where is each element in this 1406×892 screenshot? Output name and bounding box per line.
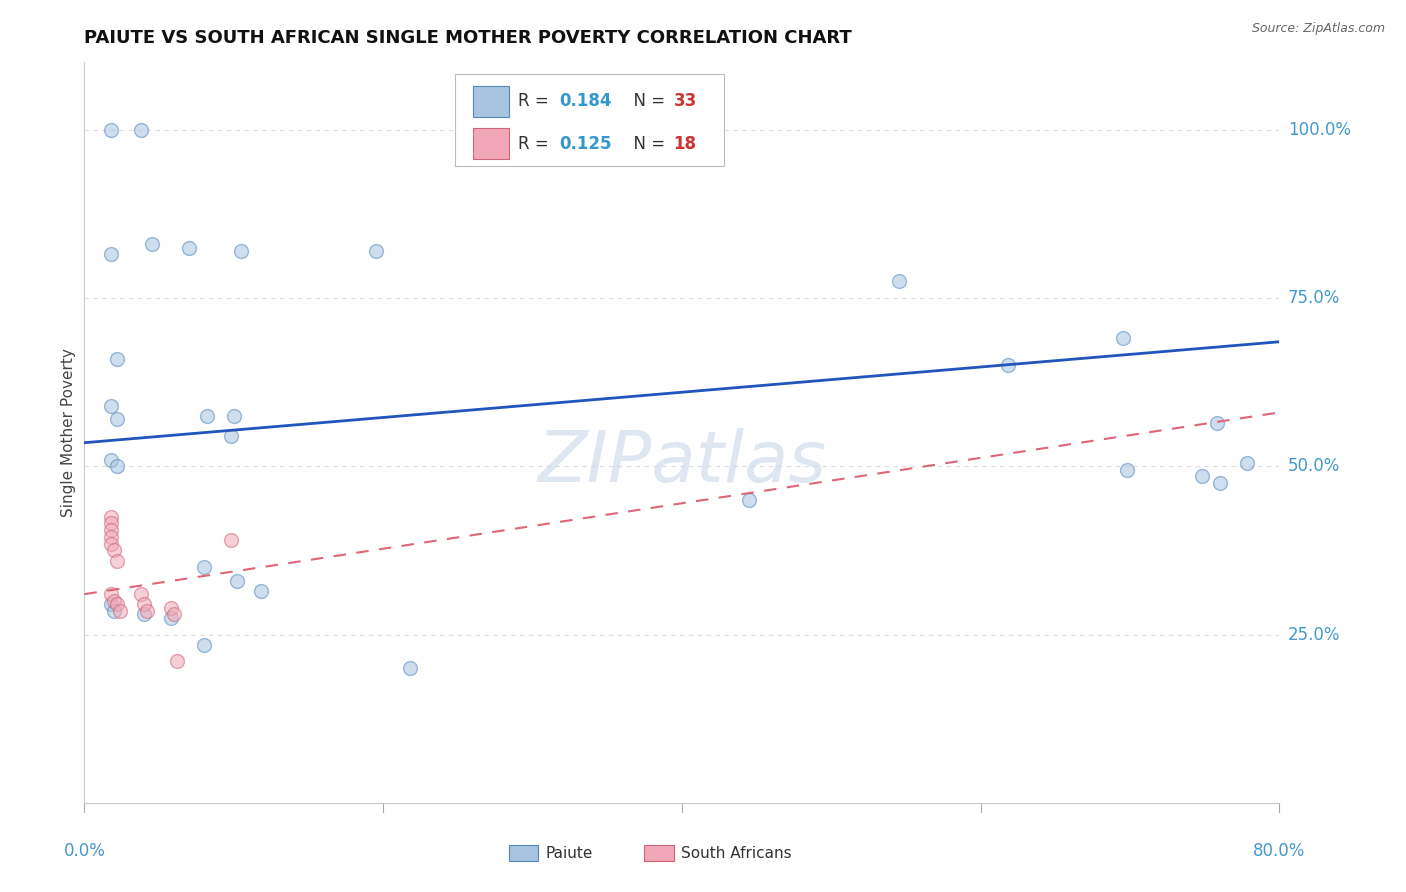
Text: 0.184: 0.184 xyxy=(558,92,612,110)
Point xyxy=(1236,456,1258,470)
Point xyxy=(100,509,122,524)
Text: N =: N = xyxy=(623,92,671,110)
Point xyxy=(129,122,152,136)
Point xyxy=(160,610,183,624)
Text: 25.0%: 25.0% xyxy=(1288,625,1340,643)
Point xyxy=(132,597,156,611)
Point xyxy=(1111,331,1133,345)
Text: 80.0%: 80.0% xyxy=(1253,842,1306,860)
Bar xyxy=(472,86,509,117)
Point xyxy=(1209,476,1232,491)
Point xyxy=(105,597,128,611)
Point xyxy=(1205,416,1227,430)
Text: 75.0%: 75.0% xyxy=(1288,289,1340,307)
Point xyxy=(219,429,242,443)
Point xyxy=(103,594,125,608)
Point xyxy=(136,604,159,618)
Point xyxy=(160,600,183,615)
Point xyxy=(177,241,200,255)
Point xyxy=(231,244,253,258)
Text: R =: R = xyxy=(519,135,554,153)
Text: N =: N = xyxy=(623,135,671,153)
Text: 100.0%: 100.0% xyxy=(1288,120,1351,139)
Bar xyxy=(509,845,538,862)
Point xyxy=(738,492,761,507)
Point xyxy=(100,452,122,467)
Point xyxy=(193,638,215,652)
Point xyxy=(100,516,122,531)
Text: 33: 33 xyxy=(673,92,697,110)
Point xyxy=(1191,469,1213,483)
Point xyxy=(195,409,218,423)
Point xyxy=(100,587,122,601)
Text: ZIPatlas: ZIPatlas xyxy=(537,428,827,497)
Point xyxy=(222,409,245,423)
Point xyxy=(103,604,125,618)
Point xyxy=(225,574,247,588)
Point xyxy=(399,661,422,675)
Point xyxy=(105,412,128,426)
Point xyxy=(1116,462,1139,476)
Point xyxy=(103,543,125,558)
Point xyxy=(163,607,186,622)
Point xyxy=(110,604,132,618)
Point xyxy=(132,607,156,622)
Point xyxy=(129,587,152,601)
Point xyxy=(100,247,122,261)
Bar xyxy=(644,845,673,862)
Text: Source: ZipAtlas.com: Source: ZipAtlas.com xyxy=(1251,22,1385,36)
Point xyxy=(100,399,122,413)
Point xyxy=(100,530,122,544)
FancyBboxPatch shape xyxy=(456,73,724,166)
Point xyxy=(100,122,122,136)
Point xyxy=(105,553,128,567)
Point xyxy=(105,459,128,474)
Text: 50.0%: 50.0% xyxy=(1288,458,1340,475)
Text: South Africans: South Africans xyxy=(681,846,792,861)
Point xyxy=(249,583,271,598)
Point xyxy=(219,533,242,548)
Point xyxy=(364,244,387,258)
Text: 18: 18 xyxy=(673,135,696,153)
Text: Paiute: Paiute xyxy=(546,846,593,861)
Point xyxy=(141,237,163,252)
Text: 0.0%: 0.0% xyxy=(63,842,105,860)
Text: R =: R = xyxy=(519,92,554,110)
Point xyxy=(100,523,122,537)
Bar xyxy=(472,128,509,159)
Point xyxy=(887,274,910,288)
Point xyxy=(100,536,122,550)
Point xyxy=(193,560,215,574)
Point xyxy=(105,351,128,366)
Text: 0.125: 0.125 xyxy=(558,135,612,153)
Point xyxy=(100,597,122,611)
Point xyxy=(166,655,188,669)
Y-axis label: Single Mother Poverty: Single Mother Poverty xyxy=(60,348,76,517)
Point xyxy=(997,359,1019,373)
Text: PAIUTE VS SOUTH AFRICAN SINGLE MOTHER POVERTY CORRELATION CHART: PAIUTE VS SOUTH AFRICAN SINGLE MOTHER PO… xyxy=(84,29,852,47)
